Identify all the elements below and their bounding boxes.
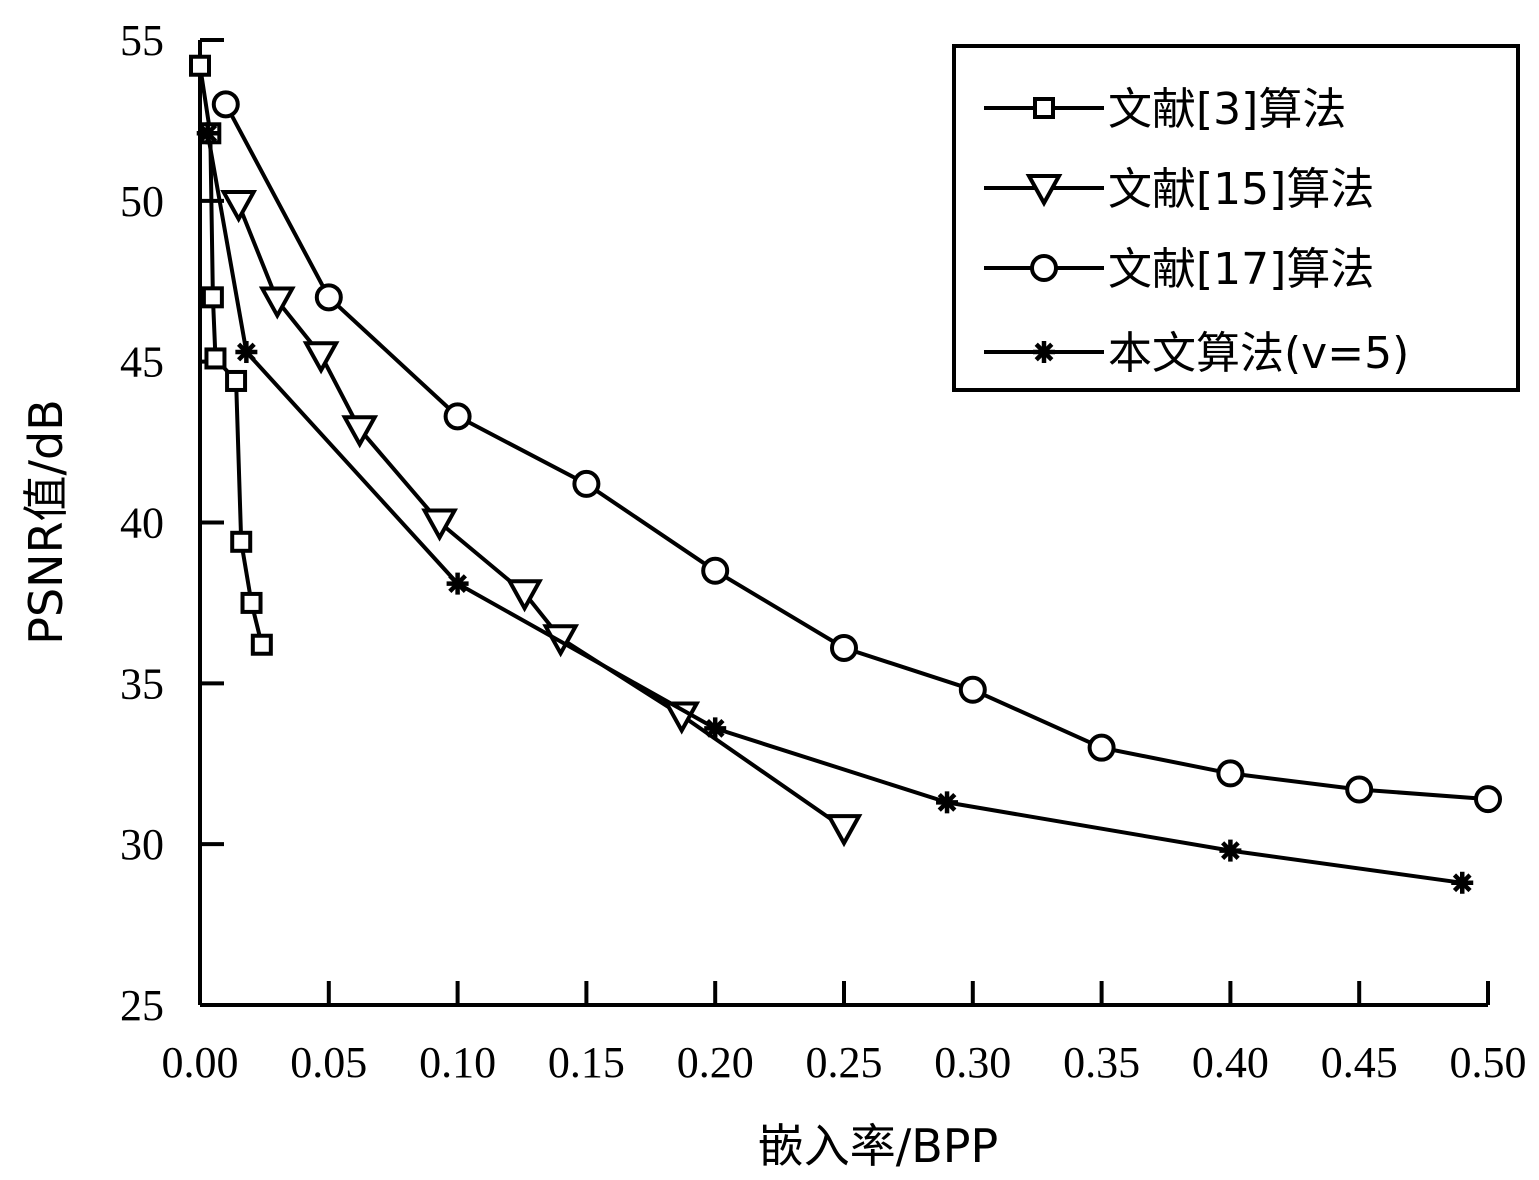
series-0 xyxy=(189,54,273,656)
y-tick-label: 50 xyxy=(120,177,164,226)
x-tick-label: 0.35 xyxy=(1063,1038,1140,1087)
x-tick-label: 0.00 xyxy=(162,1038,239,1087)
data-point xyxy=(314,283,343,312)
x-tick-label: 0.15 xyxy=(548,1038,625,1087)
legend-label: 文献[17]算法 xyxy=(1108,244,1374,295)
data-series xyxy=(189,54,1502,894)
data-point xyxy=(572,469,601,498)
data-point xyxy=(1087,733,1116,762)
data-point xyxy=(250,633,273,656)
legend-marker xyxy=(1033,341,1055,363)
data-point xyxy=(1474,785,1502,814)
data-point xyxy=(446,572,469,595)
y-tick-label: 30 xyxy=(120,820,164,869)
y-tick-label: 55 xyxy=(120,16,164,65)
legend-label: 本文算法(v=5) xyxy=(1108,328,1409,379)
legend-marker xyxy=(1025,174,1063,208)
data-point xyxy=(421,508,458,542)
data-point xyxy=(506,579,543,613)
y-tick-label: 45 xyxy=(120,338,164,387)
data-point xyxy=(235,341,258,364)
legend-label: 文献[15]算法 xyxy=(1108,164,1374,215)
data-point xyxy=(443,402,472,431)
data-point xyxy=(230,530,253,553)
y-tick-label: 40 xyxy=(120,499,164,548)
legend-entry: 文献[15]算法 xyxy=(984,164,1374,215)
data-point xyxy=(704,717,727,740)
data-point xyxy=(936,791,959,814)
x-tick-label: 0.30 xyxy=(934,1038,1011,1087)
data-point xyxy=(225,369,248,392)
data-point xyxy=(663,701,701,735)
data-point xyxy=(196,122,219,145)
data-point xyxy=(189,54,211,77)
data-point xyxy=(341,415,379,449)
x-tick-label: 0.25 xyxy=(806,1038,883,1087)
data-point xyxy=(701,556,730,585)
legend-label: 文献[3]算法 xyxy=(1108,84,1346,135)
y-tick-label: 35 xyxy=(120,659,164,708)
series-1 xyxy=(220,190,863,848)
x-tick-label: 0.10 xyxy=(419,1038,496,1087)
data-point xyxy=(258,286,296,320)
data-point xyxy=(302,341,340,375)
x-tick-label: 0.45 xyxy=(1321,1038,1398,1087)
y-tick-label: 25 xyxy=(120,981,164,1030)
x-axis-title: 嵌入率/BPP xyxy=(758,1119,999,1173)
plot-area: 25 30 35 40 45 50 55 0.00 0.05 0.10 0.15 0.20 0.25 0.… xyxy=(120,16,1527,1087)
legend-entry: 文献[3]算法 xyxy=(984,84,1346,135)
y-axis-title: PSNR值/dB xyxy=(19,399,73,645)
data-point xyxy=(958,675,987,704)
x-tick-label: 0.20 xyxy=(677,1038,754,1087)
data-point xyxy=(830,633,858,662)
series-2 xyxy=(211,90,1502,814)
x-tick-label: 0.40 xyxy=(1192,1038,1269,1087)
data-point xyxy=(825,814,863,848)
data-point xyxy=(201,286,224,309)
data-point xyxy=(1345,775,1374,804)
legend-entry: 本文算法(v=5) xyxy=(984,328,1409,379)
x-tick-label: 0.50 xyxy=(1450,1038,1527,1087)
series-3 xyxy=(196,122,1474,894)
legend-entry: 文献[17]算法 xyxy=(984,244,1374,295)
x-tick-label: 0.05 xyxy=(290,1038,367,1087)
legend-marker xyxy=(1033,97,1055,119)
data-point xyxy=(220,190,258,224)
data-point xyxy=(1451,871,1474,894)
data-point xyxy=(204,347,227,370)
legend-marker xyxy=(1030,254,1058,282)
data-point xyxy=(1219,839,1242,862)
data-point xyxy=(240,591,263,614)
data-point xyxy=(1216,759,1245,788)
data-point xyxy=(211,90,240,119)
